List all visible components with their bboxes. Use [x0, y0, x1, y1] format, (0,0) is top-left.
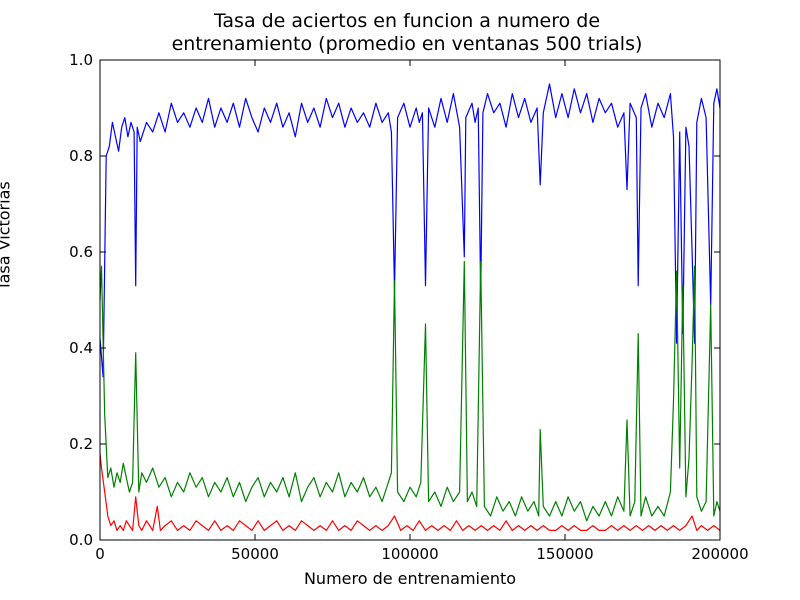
plot-frame	[99, 59, 721, 541]
x-tick-label: 0	[95, 545, 105, 563]
y-tick-label: 0.4	[69, 339, 93, 357]
x-tick-label: 50000	[231, 545, 279, 563]
x-axis-ticks: 0 50000 100000 150000 200000	[95, 60, 749, 563]
y-tick-label: 0.6	[69, 243, 93, 261]
series-line-3	[99, 453, 721, 532]
x-tick-label: 200000	[691, 545, 748, 563]
series-line-2	[99, 261, 721, 522]
y-tick-label: 0.8	[69, 147, 93, 165]
chart-title-line1: Tasa de aciertos en funcion a numero de	[213, 10, 601, 32]
chart-title: Tasa de aciertos en funcion a numero de …	[0, 10, 800, 56]
series-line-1	[99, 83, 721, 378]
y-axis-ticks: 0.0 0.2 0.4 0.6 0.8 1.0	[69, 51, 720, 549]
x-tick-label: 100000	[381, 545, 438, 563]
y-tick-label: 0.2	[69, 435, 93, 453]
chart-title-line2: entrenamiento (promedio en ventanas 500 …	[171, 33, 643, 55]
y-tick-label: 0.0	[69, 531, 93, 549]
x-axis-label: Numero de entrenamiento	[304, 569, 516, 588]
y-tick-label: 1.0	[69, 51, 93, 69]
x-tick-label: 150000	[536, 545, 593, 563]
series-layer	[99, 83, 721, 532]
